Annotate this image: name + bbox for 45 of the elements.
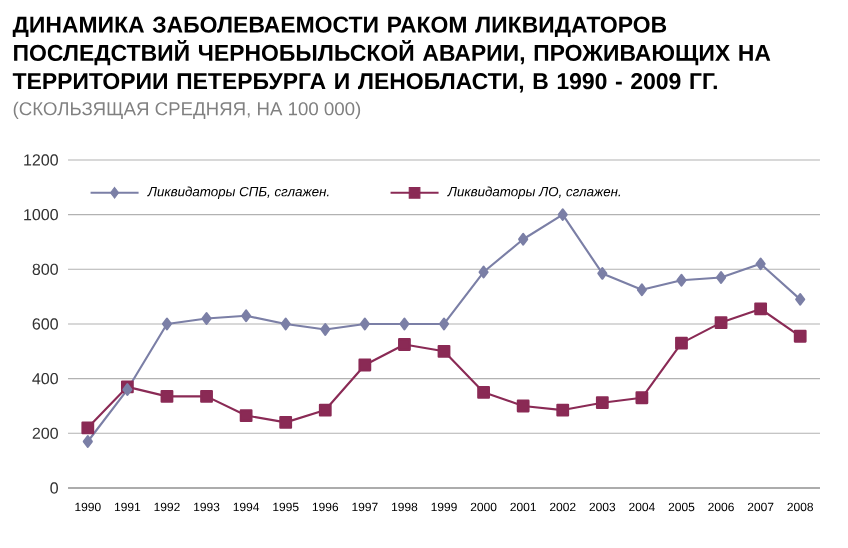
y-tick-label: 800	[32, 263, 58, 275]
point	[358, 358, 372, 372]
point	[557, 208, 568, 222]
point	[398, 338, 411, 351]
point	[636, 283, 647, 297]
point	[635, 391, 649, 405]
point	[597, 267, 608, 280]
point	[318, 403, 332, 417]
point	[556, 403, 570, 417]
point	[241, 309, 252, 323]
y-tick-label: 400	[32, 372, 58, 385]
point	[161, 317, 173, 331]
point	[399, 317, 410, 331]
point	[201, 312, 212, 325]
y-tick-label: 600	[32, 318, 58, 330]
point	[518, 232, 529, 246]
point	[81, 421, 95, 435]
y-tick-label: 1000	[24, 208, 58, 221]
point	[715, 271, 727, 284]
y-tick-label: 200	[32, 427, 58, 439]
point	[438, 317, 450, 331]
y-tick-label: 1200	[24, 154, 58, 166]
chart-subtitle: (СКОЛЬЗЯЩАЯ СРЕДНЯЯ, НА 100 000)	[13, 101, 361, 120]
point	[82, 435, 93, 448]
point	[675, 336, 688, 350]
point	[200, 390, 213, 403]
point	[795, 292, 806, 306]
point	[714, 316, 728, 330]
point	[239, 409, 253, 422]
point	[160, 390, 174, 403]
point	[676, 273, 687, 287]
y-tick-label: 0	[50, 482, 58, 494]
point	[320, 323, 331, 336]
point	[516, 399, 530, 413]
point	[437, 344, 451, 358]
point	[359, 317, 370, 331]
point	[793, 329, 807, 343]
point	[754, 302, 768, 316]
point	[755, 257, 766, 271]
point	[477, 385, 490, 399]
point	[279, 415, 293, 429]
chart-title: ДИНАМИКА ЗАБОЛЕВАЕМОСТИ РАКОМ ЛИКВИДАТОРОВ ПОСЛЕДСТВИЙ ЧЕРНОБЫЛЬСКОЙ АВАРИИ, ПРОЖИВАЮЩИХ НА ТЕРРИТОРИИ ПЕТЕРБУРГА И ЛЕНОБЛАСТИ, В 1990 - 2009 ГГ.	[12, 16, 771, 93]
point	[478, 265, 489, 279]
point	[280, 317, 291, 331]
point	[595, 396, 609, 410]
